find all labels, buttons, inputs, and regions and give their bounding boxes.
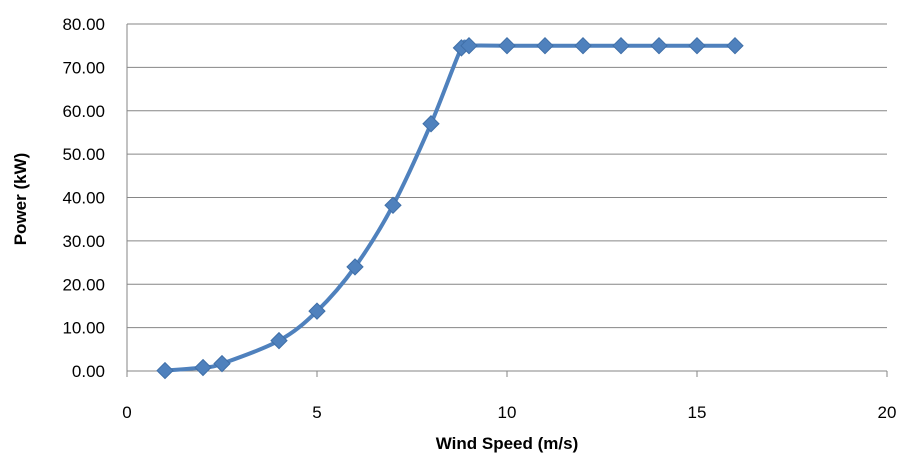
data-point-marker [574,36,592,55]
data-point-marker [612,36,630,55]
y-tick-label: 30.00 [62,232,105,251]
data-point-marker [726,36,744,55]
data-point-marker [346,258,364,276]
x-tick-label: 20 [878,403,897,422]
data-point-marker [308,302,326,320]
x-tick-label: 10 [498,403,517,422]
y-tick-label: 80.00 [62,15,105,34]
data-point-marker [156,361,174,380]
x-tick-label: 15 [688,403,707,422]
data-point-marker [650,36,668,55]
axes [126,24,888,377]
data-point-marker [460,36,478,55]
y-tick-label: 40.00 [62,189,105,208]
data-point-marker [194,358,212,377]
data-point-marker [422,115,440,133]
y-tick-label: 60.00 [62,102,105,121]
x-axis-title: Wind Speed (m/s) [436,434,578,453]
data-point-marker [498,36,516,55]
data-point-marker [536,36,554,55]
data-point-marker [384,196,402,215]
y-tick-label: 70.00 [62,58,105,77]
x-tick-label: 5 [312,403,321,422]
gridlines [127,23,887,372]
tick-labels: 0.00 10.00 20.00 30.00 40.00 50.00 60.00 70.00 8… [62,15,896,422]
data-point-marker [213,354,231,373]
y-axis-title: Power (kW) [11,153,30,246]
data-point-marker [270,331,288,350]
y-tick-label: 50.00 [62,145,105,164]
y-tick-label: 10.00 [62,319,105,338]
x-tick-label: 0 [122,403,131,422]
data-point-marker [688,36,706,55]
y-tick-label: 0.00 [72,362,105,381]
series-line [163,39,737,373]
y-tick-label: 20.00 [62,275,105,294]
series-layer [156,36,744,380]
